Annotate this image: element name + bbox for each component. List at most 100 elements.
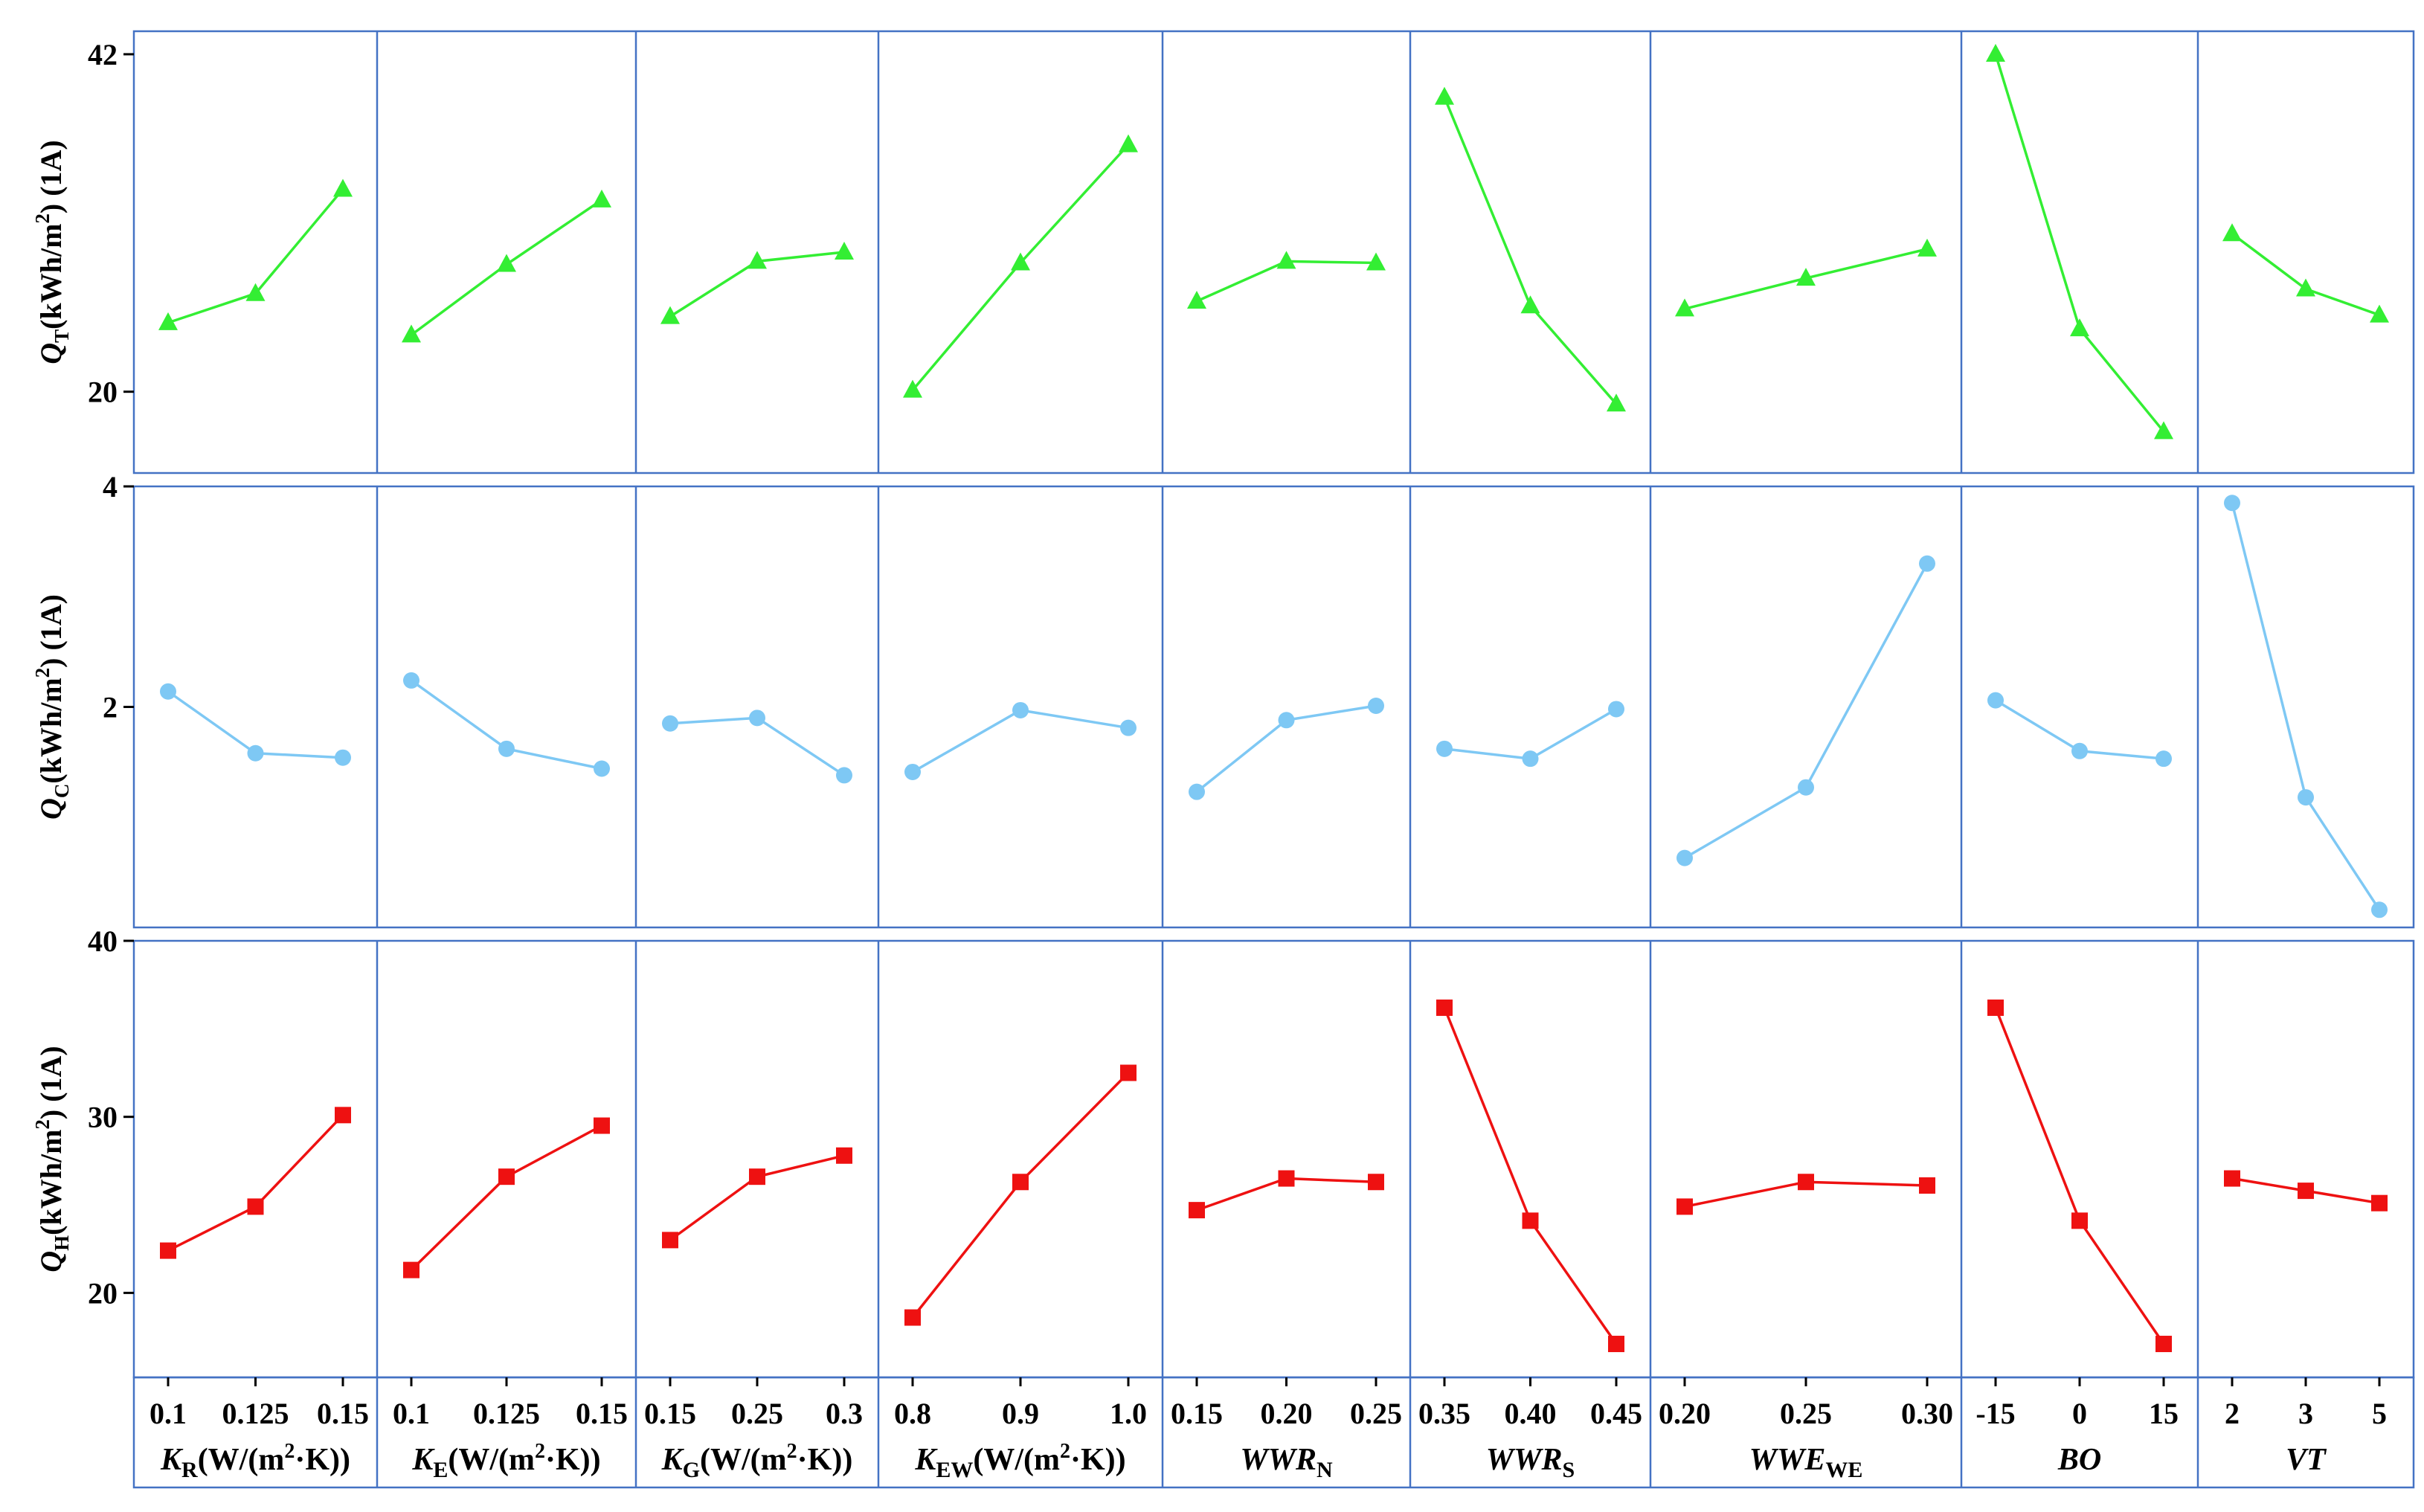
- plot-marks: [158, 43, 2389, 1353]
- xtick-label: 5: [2372, 1397, 2387, 1430]
- data-point-qt: [1520, 295, 1540, 314]
- data-point-qh: [836, 1147, 852, 1164]
- factor-label: KG(W/(m2·K)): [661, 1440, 853, 1482]
- data-point-qh: [160, 1242, 176, 1259]
- factor-label: BO: [2057, 1443, 2101, 1477]
- data-point-qt: [333, 178, 353, 197]
- data-point-qc: [1522, 750, 1539, 768]
- xtick-label: 0.20: [1659, 1397, 1711, 1430]
- data-point-qh: [1278, 1170, 1295, 1187]
- data-point-qh: [498, 1168, 515, 1186]
- factor-label: KEW(W/(m2·K)): [914, 1440, 1125, 1482]
- data-point-qt: [1011, 252, 1030, 271]
- series-line-qc: [669, 716, 845, 776]
- xtick-label: 0.40: [1505, 1397, 1557, 1430]
- data-point-qc: [1368, 698, 1384, 715]
- data-point-qh: [2224, 1170, 2240, 1187]
- xtick-label: 0.45: [1590, 1397, 1642, 1430]
- data-point-qc: [2224, 495, 2240, 512]
- data-point-qt: [1366, 252, 1386, 271]
- series-line-qh: [1443, 1007, 1618, 1345]
- series-line-qh: [167, 1114, 344, 1252]
- series-line-qc: [912, 709, 1129, 773]
- xtick-label: 0.8: [894, 1397, 931, 1430]
- ylabel-qt: QT(kWh/m2) (1A): [31, 140, 73, 364]
- ytick-label-qt: 42: [88, 38, 118, 71]
- xtick-label: 0.125: [222, 1397, 289, 1430]
- data-point-qc: [662, 715, 678, 732]
- data-point-qh: [2298, 1183, 2314, 1200]
- series-line-qc: [1684, 562, 1929, 860]
- xtick-label: -15: [1975, 1397, 2015, 1430]
- ytick-label-qh: 40: [88, 924, 118, 958]
- data-point-qt: [660, 306, 680, 324]
- data-point-qc: [1676, 849, 1693, 866]
- series-line-qh: [911, 1072, 1130, 1319]
- factor-label: WWEWE: [1749, 1443, 1863, 1482]
- data-point-qt: [903, 379, 922, 398]
- data-point-qh: [1798, 1174, 1814, 1191]
- data-point-qt: [1119, 134, 1138, 152]
- data-point-qh: [1012, 1174, 1029, 1191]
- data-point-qh: [1120, 1064, 1137, 1081]
- ytick-label-qh: 30: [88, 1101, 118, 1134]
- xtick-label: 0.25: [1350, 1397, 1402, 1430]
- factor-label: WWRN: [1240, 1443, 1333, 1482]
- data-point-qt: [1796, 268, 1816, 286]
- series-line-qt: [167, 188, 344, 324]
- data-point-qt: [497, 254, 516, 272]
- xtick-label: 0.3: [826, 1397, 863, 1430]
- data-point-qh: [247, 1198, 264, 1215]
- data-point-qt: [592, 189, 611, 208]
- data-point-qh: [2071, 1212, 2088, 1229]
- data-point-qc: [1278, 712, 1295, 729]
- data-point-qh: [1608, 1336, 1624, 1353]
- xtick-label: 0.1: [393, 1397, 430, 1430]
- ylabel-qh: QH(kWh/m2) (1A): [31, 1046, 73, 1273]
- data-point-qt: [1607, 393, 1626, 412]
- ytick-label-qc: 2: [103, 691, 118, 724]
- series-line-qc: [2231, 502, 2381, 911]
- data-point-qc: [2155, 750, 2172, 768]
- row-frame-qt: [132, 30, 2415, 474]
- data-point-qh: [594, 1117, 610, 1134]
- series-line-qt: [2231, 232, 2380, 317]
- xtick-label: 1.0: [1110, 1397, 1147, 1430]
- xtick-label: 0.25: [731, 1397, 783, 1430]
- ytick-label-qt: 20: [88, 376, 118, 409]
- xtick-label: 0.15: [1171, 1397, 1223, 1430]
- data-point-qt: [2070, 318, 2089, 337]
- data-point-qc: [498, 740, 515, 757]
- data-point-qh: [1919, 1177, 1935, 1194]
- factor-label: KR(W/(m2·K)): [160, 1440, 350, 1482]
- data-point-qc: [1798, 779, 1814, 796]
- xtick-label: 0: [2072, 1397, 2087, 1430]
- row-frame-qh: [132, 939, 2415, 1379]
- data-point-qc: [904, 763, 921, 780]
- data-point-qt: [245, 283, 266, 301]
- series-line-qh: [1994, 1007, 2165, 1345]
- xtick-label: 0.15: [317, 1397, 369, 1430]
- xtick-label: 0.9: [1002, 1397, 1039, 1430]
- data-point-qc: [594, 760, 610, 777]
- data-point-qc: [749, 710, 765, 727]
- row-frame-qc: [132, 485, 2415, 929]
- data-point-qc: [1987, 692, 2004, 709]
- ylabel-qc: QC(kWh/m2) (1A): [31, 594, 73, 820]
- data-point-qc: [1189, 783, 1205, 800]
- series-line-qt: [1994, 54, 2165, 433]
- data-point-qt: [1986, 43, 2005, 62]
- xtick-label: 0.15: [576, 1397, 628, 1430]
- data-point-qt: [158, 312, 178, 330]
- data-point-qt: [2154, 421, 2173, 440]
- data-point-qc: [1919, 555, 1935, 572]
- data-point-qc: [1120, 719, 1137, 736]
- xtick-label: 0.30: [1901, 1397, 1953, 1430]
- data-point-qc: [160, 683, 176, 700]
- data-point-qc: [836, 767, 852, 784]
- data-point-qc: [2371, 901, 2388, 919]
- data-point-qt: [1276, 251, 1296, 269]
- data-point-qh: [2371, 1194, 2388, 1212]
- data-point-qc: [2071, 742, 2088, 759]
